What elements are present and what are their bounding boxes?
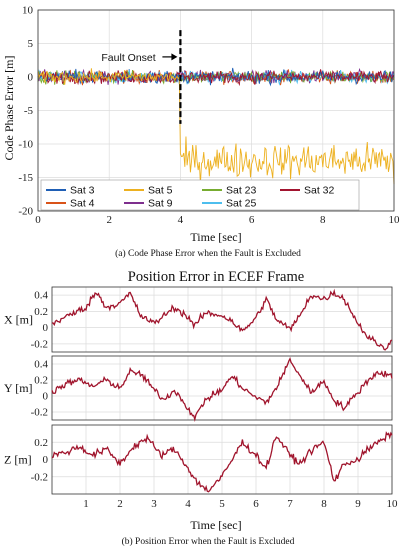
legend-label: Sat 9: [148, 198, 173, 210]
top-y-tick-label: -10: [18, 139, 33, 151]
subplot-frame: [51, 286, 393, 353]
series-line-sat-32: [37, 69, 395, 87]
bottom-y-tick-label: 0: [43, 454, 49, 466]
top-caption: (a) Code Phase Error when the Fault is E…: [115, 248, 301, 259]
legend-label: Sat 23: [226, 185, 257, 197]
bottom-x-tick-label: 7: [287, 498, 293, 510]
bottom-y-tick-label: -0.2: [31, 338, 48, 350]
bottom-x-tick-label: 9: [355, 498, 361, 510]
top-y-tick-label: -15: [18, 172, 33, 184]
legend-label: Sat 4: [70, 198, 95, 210]
bottom-y-tick-label: -0.2: [31, 407, 48, 419]
bottom-y-tick-label: 0.4: [34, 290, 48, 302]
bottom-x-tick-label: 5: [219, 498, 225, 510]
top-y-tick-label: 0: [28, 72, 34, 84]
bottom-x-ticks: 1 2 3 4 5 6 7 8 9 10: [83, 498, 398, 510]
subplot-frame: [51, 355, 393, 421]
bottom-x-axis-label: Time [sec]: [190, 518, 241, 532]
bottom-x-tick-label: 10: [387, 498, 399, 510]
subplot-y-label: X [m]: [4, 313, 33, 327]
bottom-x-tick-label: 3: [151, 498, 157, 510]
top-x-axis-label: Time [sec]: [190, 230, 241, 244]
top-y-axis-label: Code Phase Error [m]: [2, 56, 16, 161]
legend-label: Sat 5: [148, 185, 173, 197]
bottom-y-tick-label: 0.2: [34, 437, 48, 449]
top-plot-frame: [37, 9, 395, 212]
subplot-x: 0.4 0.2 0 -0.2 X [m]: [4, 286, 393, 353]
top-legend: Sat 3 Sat 5 Sat 23 Sat 32 Sat 4 Sat 9 Sat 25: [40, 179, 360, 211]
subplot-z: 0.2 0 -0.2 Z [m]: [4, 424, 393, 495]
position-error-chart: Position Error in ECEF Frame 0.4 0.2 0 -0.2…: [4, 269, 398, 547]
top-x-tick-label: 2: [106, 214, 112, 226]
bottom-x-tick-label: 6: [253, 498, 259, 510]
bottom-subplots: 0.40.20-0.2X [m]0.40.20-0.2Y [m]0.20-0.2…: [4, 286, 393, 495]
bottom-y-tick-label: 0.2: [34, 375, 48, 387]
top-x-ticks: 0 2 4 6 8 10: [35, 214, 400, 226]
top-y-tick-label: -5: [24, 105, 34, 117]
bottom-y-tick-label: 0.2: [34, 306, 48, 318]
bottom-chart-title: Position Error in ECEF Frame: [128, 269, 304, 285]
top-x-tick-label: 10: [389, 214, 401, 226]
top-y-tick-label: 5: [28, 38, 34, 50]
fault-onset-annotation: Fault Onset: [101, 30, 182, 124]
bottom-y-tick-label: 0.4: [34, 359, 48, 371]
top-x-tick-label: 4: [178, 214, 184, 226]
bottom-x-tick-label: 2: [117, 498, 123, 510]
legend-label: Sat 32: [304, 185, 335, 197]
top-y-tick-label: 10: [22, 5, 34, 17]
top-series: [37, 67, 395, 185]
fault-onset-label: Fault Onset: [101, 52, 155, 64]
bottom-x-tick-label: 8: [321, 498, 327, 510]
fault-onset-arrow-head: [171, 53, 178, 61]
top-x-tick-label: 8: [320, 214, 326, 226]
subplot-y-label: Y [m]: [4, 381, 33, 395]
top-x-tick-label: 0: [35, 214, 41, 226]
series-line-sat-5: [37, 68, 395, 185]
top-x-tick-label: 6: [249, 214, 255, 226]
position-error-line: [51, 288, 393, 351]
top-y-tick-label: -20: [18, 206, 33, 218]
bottom-caption: (b) Position Error when the Fault is Exc…: [122, 536, 295, 547]
bottom-y-tick-label: -0.2: [31, 471, 48, 483]
position-error-line: [51, 431, 393, 493]
position-error-line: [51, 357, 393, 422]
subplot-y-label: Z [m]: [4, 453, 32, 467]
subplot-y: 0.4 0.2 0 -0.2 Y [m]: [4, 355, 393, 422]
top-y-ticks: 10 5 0 -5 -10 -15 -20: [18, 5, 33, 218]
legend-label: Sat 3: [70, 185, 95, 197]
bottom-y-tick-label: 0: [43, 391, 49, 403]
bottom-y-tick-label: 0: [43, 322, 49, 334]
code-phase-error-chart: 10 5 0 -5 -10 -15 -20 0 2 4 6 8 10 Code Phase Error…: [2, 5, 400, 260]
legend-box: [40, 179, 360, 211]
bottom-x-tick-label: 4: [185, 498, 191, 510]
legend-label: Sat 25: [226, 198, 257, 210]
bottom-x-tick-label: 1: [83, 498, 89, 510]
subplot-frame: [51, 424, 393, 495]
